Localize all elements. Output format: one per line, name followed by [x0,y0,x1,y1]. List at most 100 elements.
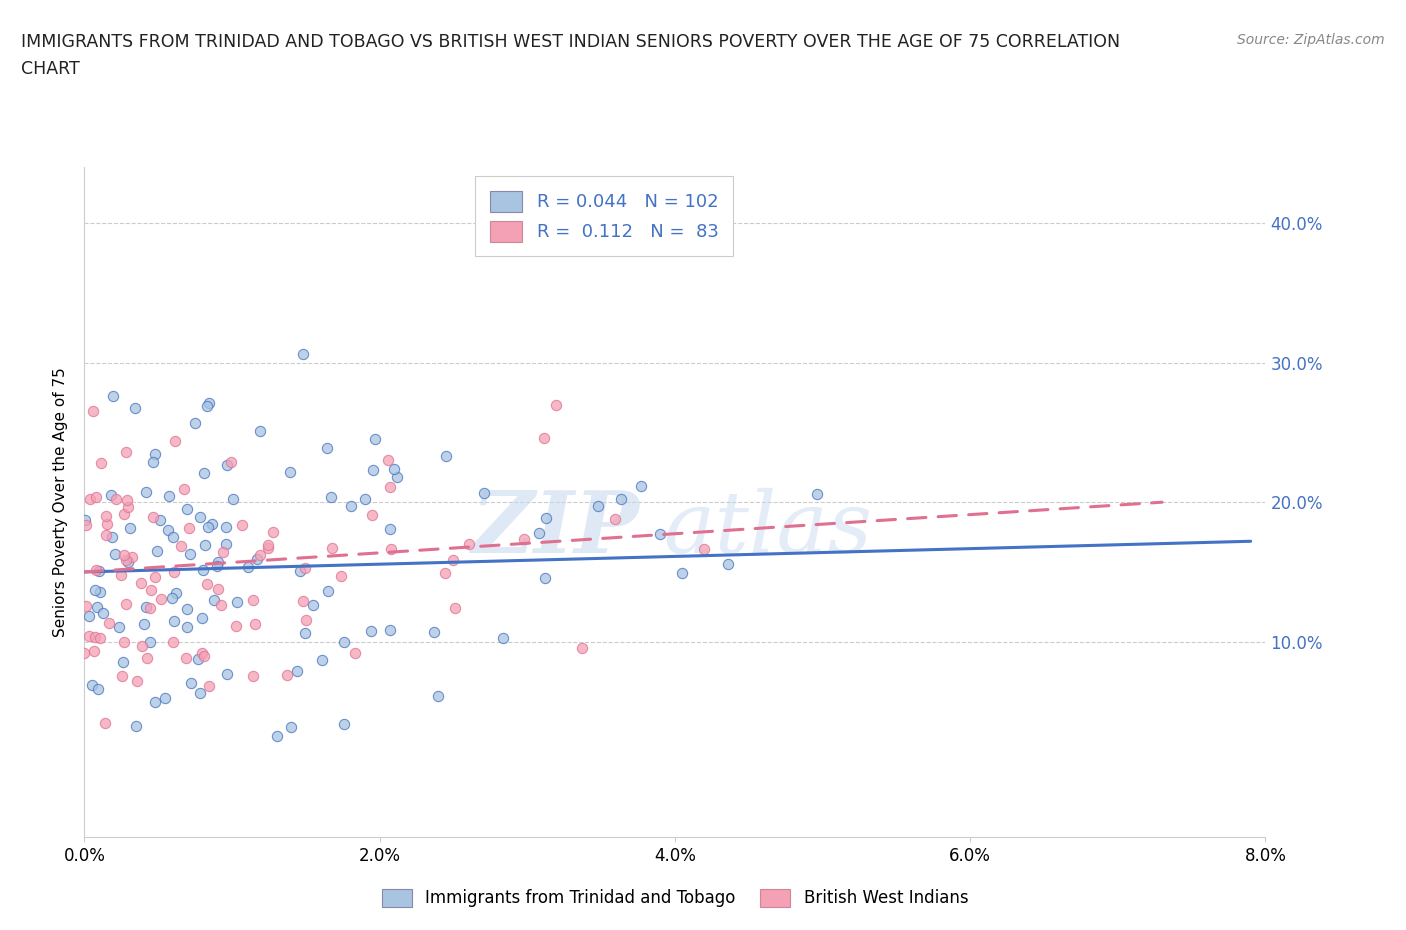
Text: CHART: CHART [21,60,80,78]
Point [195,399,218,414]
Point [162,529,184,544]
Point [75,517,97,532]
Point [91,605,114,620]
Point [115,552,138,567]
Point [93,715,115,730]
Point [610,491,633,506]
Point [135,599,157,614]
Point [190,645,212,660]
Point [291,347,314,362]
Point [82,404,104,418]
Point [605,512,627,526]
Point [242,669,264,684]
Point [84,563,107,578]
Point [197,519,219,534]
Point [378,522,401,537]
Point [474,485,496,500]
Point [436,448,458,463]
Point [693,542,716,557]
Text: ZIP: ZIP [471,487,640,571]
Point [278,464,301,479]
Point [194,538,217,552]
Point [295,613,318,628]
Point [141,583,163,598]
Point [143,569,166,584]
Point [89,584,111,599]
Point [73,512,96,527]
Point [363,463,385,478]
Point [90,456,112,471]
Point [276,667,298,682]
Point [134,617,156,631]
Point [157,489,180,504]
Point [87,564,110,578]
Text: IMMIGRANTS FROM TRINIDAD AND TOBAGO VS BRITISH WEST INDIAN SENIORS POVERTY OVER : IMMIGRANTS FROM TRINIDAD AND TOBAGO VS B… [21,33,1121,50]
Point [378,479,401,494]
Point [671,565,693,580]
Text: atlas: atlas [664,487,872,570]
Point [316,583,339,598]
Point [108,619,131,634]
Point [121,550,143,565]
Point [96,517,118,532]
Point [77,609,100,624]
Point [143,446,166,461]
Point [380,542,402,557]
Point [149,512,172,527]
Point [209,597,232,612]
Point [266,729,288,744]
Point [648,527,671,542]
Point [131,639,153,654]
Point [533,571,555,586]
Point [120,521,142,536]
Point [339,498,361,513]
Point [129,576,152,591]
Point [195,577,218,591]
Point [378,623,401,638]
Point [219,455,242,470]
Point [443,601,465,616]
Point [97,616,120,631]
Point [143,695,166,710]
Point [280,720,302,735]
Point [124,400,146,415]
Point [364,432,387,446]
Point [100,488,122,503]
Point [165,586,187,601]
Point [215,666,238,681]
Point [170,538,193,553]
Point [377,453,399,468]
Point [212,545,235,560]
Point [285,663,308,678]
Point [142,455,165,470]
Point [222,492,245,507]
Point [176,502,198,517]
Point [77,628,100,643]
Point [184,416,207,431]
Point [112,507,135,522]
Point [434,566,457,581]
Point [125,673,148,688]
Point [117,499,139,514]
Point [207,559,229,574]
Point [73,645,96,660]
Point [422,624,444,639]
Point [117,554,139,569]
Point [125,719,148,734]
Point [145,544,167,559]
Point [101,529,124,544]
Point [179,520,201,535]
Point [586,498,609,513]
Point [83,630,105,644]
Text: Source: ZipAtlas.com: Source: ZipAtlas.com [1237,33,1385,46]
Point [294,626,316,641]
Point [163,614,186,629]
Point [544,397,567,412]
Point [291,593,314,608]
Point [441,553,464,568]
Point [86,600,108,615]
Point [231,518,253,533]
Point [112,548,135,563]
Point [79,491,101,506]
Point [135,485,157,499]
